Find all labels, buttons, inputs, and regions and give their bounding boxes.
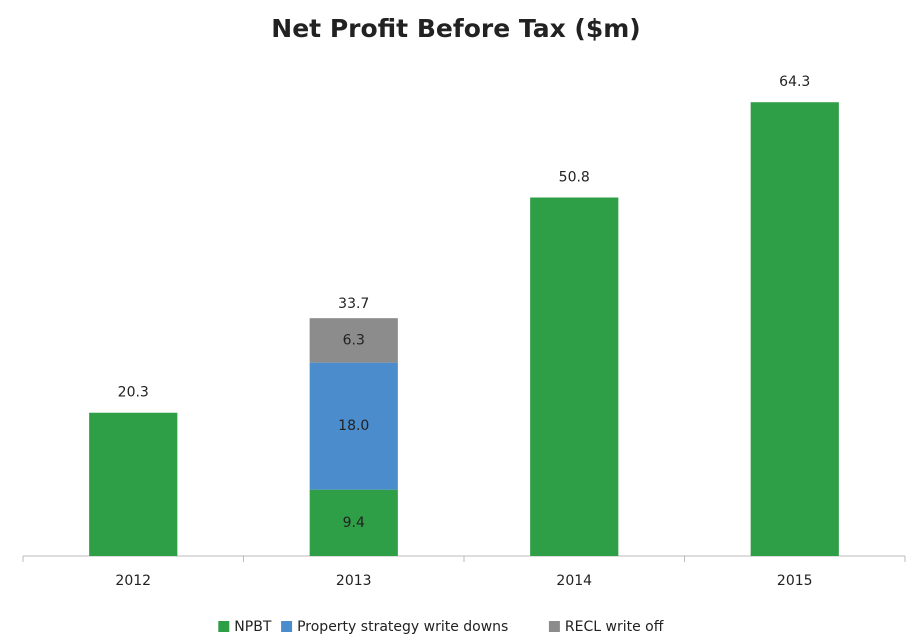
x-tick-label: 2014 [556,573,592,589]
legend-swatch [281,621,293,632]
bar-segment [309,489,398,556]
value-label: 50.8 [559,169,590,185]
legend-label: RECL write off [565,619,664,635]
legend-label: Property strategy write downs [297,619,508,635]
bar-segment [309,318,398,363]
x-tick-label: 2012 [115,573,151,589]
x-tick-label: 2015 [777,573,813,589]
value-label: 9.4 [343,515,365,531]
bar-segment [309,362,398,490]
legend-swatch [548,621,560,632]
total-label: 33.7 [338,296,369,312]
chart-title: Net Profit Before Tax ($m) [271,14,640,43]
bar-segment [89,412,178,556]
bar-segment [750,102,839,557]
value-label: 20.3 [118,385,149,401]
legend-label: NPBT [234,619,272,635]
value-label: 18.0 [338,418,369,434]
bar-segment [530,197,619,557]
value-label: 6.3 [343,332,365,348]
x-tick-label: 2013 [336,573,372,589]
legend-swatch [218,621,230,632]
value-label: 64.3 [779,74,810,90]
